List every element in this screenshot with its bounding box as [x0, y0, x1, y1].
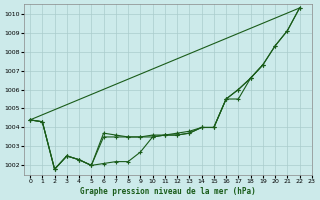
X-axis label: Graphe pression niveau de la mer (hPa): Graphe pression niveau de la mer (hPa)	[80, 187, 256, 196]
